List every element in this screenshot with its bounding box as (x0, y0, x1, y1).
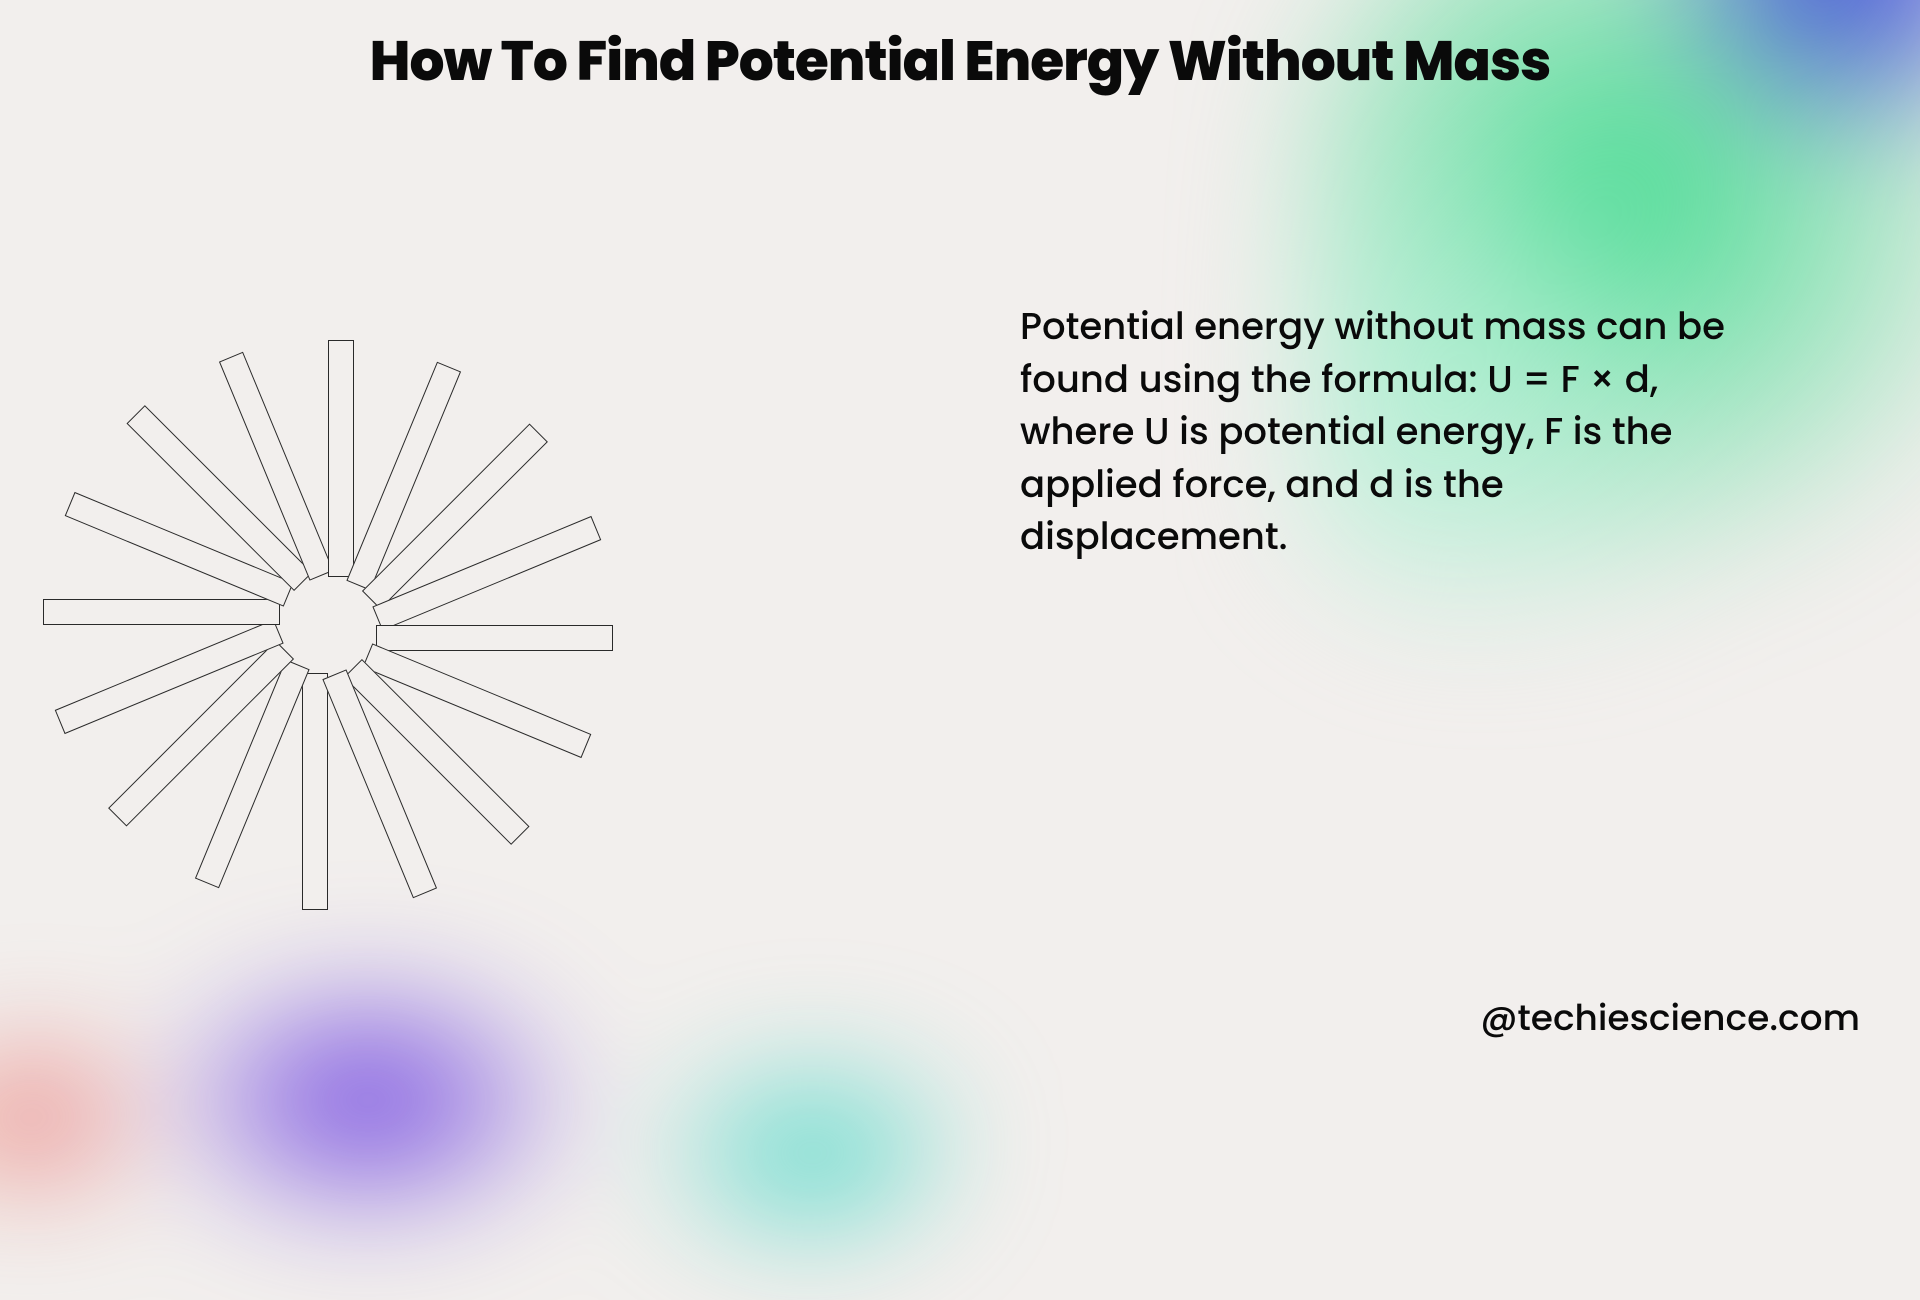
credit-text: @techiescience.com (1480, 990, 1860, 1045)
starburst-ray (376, 625, 613, 651)
starburst-graphic (30, 340, 600, 910)
starburst-ray (43, 599, 280, 625)
starburst-ray (302, 673, 328, 910)
description-text: Potential energy without mass can be fou… (1020, 300, 1750, 563)
page-title: How To Find Potential Energy Without Mas… (0, 20, 1920, 103)
starburst-ray (328, 340, 354, 577)
